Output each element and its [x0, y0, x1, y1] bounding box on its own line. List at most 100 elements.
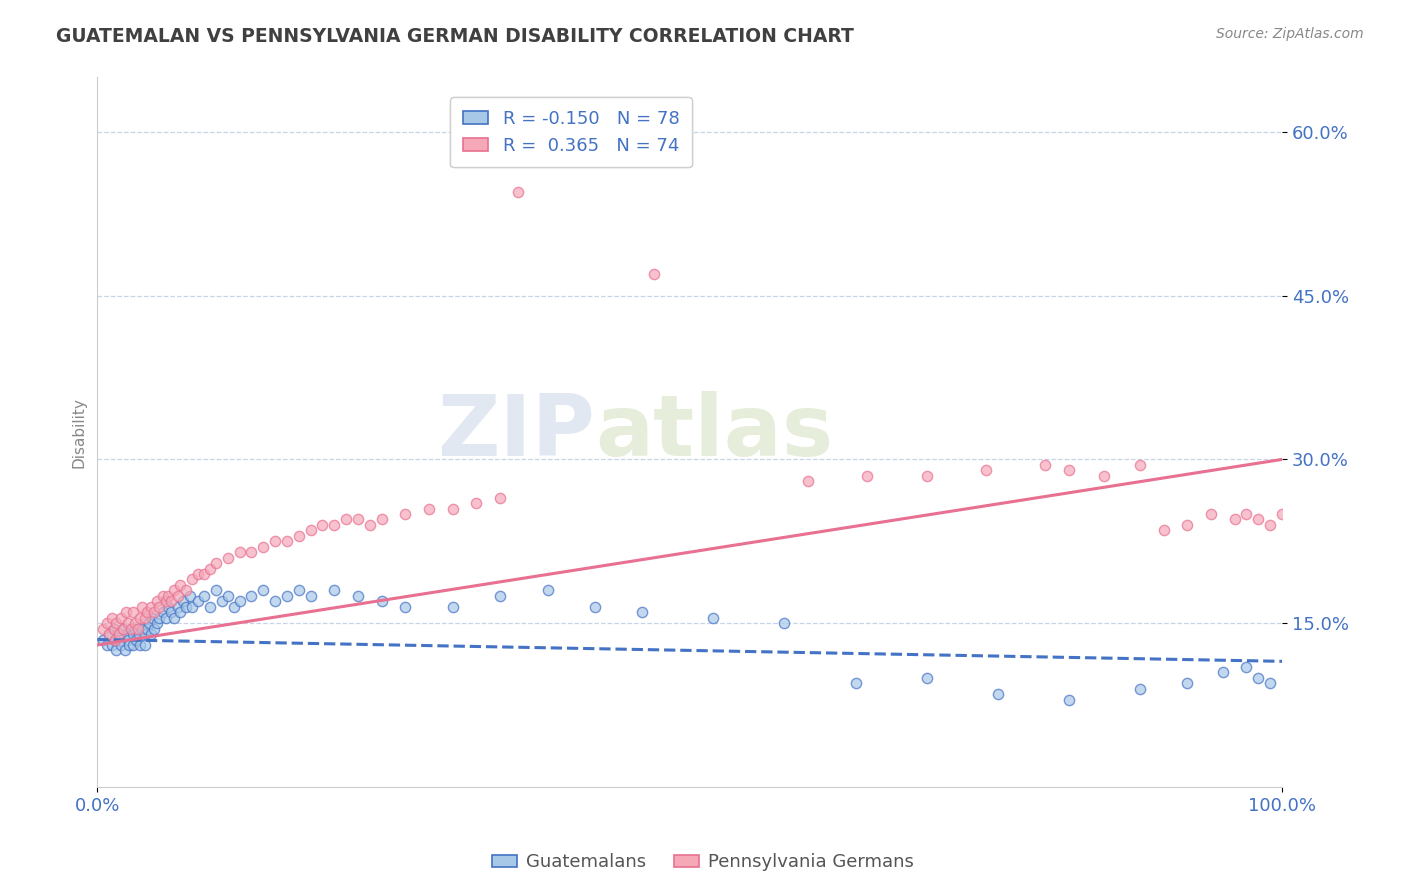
- Point: [104, 632, 127, 647]
- Point: [359, 517, 381, 532]
- Point: [489, 589, 512, 603]
- Point: [1199, 507, 1222, 521]
- Point: [174, 599, 197, 614]
- Point: [441, 501, 464, 516]
- Point: [172, 594, 194, 608]
- Point: [120, 622, 142, 636]
- Point: [181, 573, 204, 587]
- Point: [105, 643, 128, 657]
- Point: [311, 517, 333, 532]
- Point: [110, 638, 132, 652]
- Point: [100, 610, 122, 624]
- Point: [583, 599, 606, 614]
- Point: [125, 632, 148, 647]
- Point: [335, 512, 357, 526]
- Point: [240, 545, 263, 559]
- Point: [127, 622, 149, 636]
- Point: [193, 567, 215, 582]
- Point: [631, 605, 654, 619]
- Point: [441, 599, 464, 614]
- Point: [163, 583, 186, 598]
- Point: [217, 589, 239, 603]
- Point: [276, 534, 298, 549]
- Point: [915, 671, 938, 685]
- Point: [104, 632, 127, 647]
- Point: [228, 545, 250, 559]
- Point: [134, 638, 156, 652]
- Point: [129, 610, 152, 624]
- Point: [915, 468, 938, 483]
- Point: [222, 599, 245, 614]
- Point: [107, 627, 129, 641]
- Point: [323, 583, 346, 598]
- Point: [136, 605, 159, 619]
- Point: [174, 583, 197, 598]
- Point: [143, 622, 166, 636]
- Point: [169, 605, 191, 619]
- Legend: R = -0.150   N = 78, R =  0.365   N = 74: R = -0.150 N = 78, R = 0.365 N = 74: [450, 97, 692, 168]
- Point: [152, 605, 174, 619]
- Point: [1092, 468, 1115, 483]
- Point: [114, 605, 136, 619]
- Point: [287, 529, 309, 543]
- Point: [122, 627, 145, 641]
- Point: [536, 583, 558, 598]
- Point: [370, 512, 392, 526]
- Point: [1223, 512, 1246, 526]
- Point: [105, 616, 128, 631]
- Text: GUATEMALAN VS PENNSYLVANIA GERMAN DISABILITY CORRELATION CHART: GUATEMALAN VS PENNSYLVANIA GERMAN DISABI…: [56, 27, 853, 45]
- Text: ZIP: ZIP: [437, 391, 595, 474]
- Point: [139, 627, 162, 641]
- Point: [1057, 463, 1080, 477]
- Point: [103, 622, 125, 636]
- Point: [347, 589, 370, 603]
- Point: [217, 550, 239, 565]
- Point: [252, 540, 274, 554]
- Point: [152, 589, 174, 603]
- Point: [110, 632, 132, 647]
- Point: [157, 589, 180, 603]
- Point: [643, 267, 665, 281]
- Point: [117, 616, 139, 631]
- Point: [103, 622, 125, 636]
- Point: [169, 578, 191, 592]
- Point: [107, 627, 129, 641]
- Point: [91, 632, 114, 647]
- Point: [96, 638, 118, 652]
- Point: [702, 610, 724, 624]
- Point: [155, 594, 177, 608]
- Point: [1175, 676, 1198, 690]
- Point: [1033, 458, 1056, 472]
- Point: [181, 599, 204, 614]
- Point: [155, 610, 177, 624]
- Point: [844, 676, 866, 690]
- Point: [1247, 512, 1270, 526]
- Point: [117, 632, 139, 647]
- Point: [138, 616, 160, 631]
- Point: [394, 507, 416, 521]
- Point: [1236, 660, 1258, 674]
- Point: [98, 627, 121, 641]
- Point: [198, 561, 221, 575]
- Point: [112, 622, 135, 636]
- Point: [394, 599, 416, 614]
- Text: atlas: atlas: [595, 391, 834, 474]
- Point: [974, 463, 997, 477]
- Point: [115, 627, 138, 641]
- Point: [1057, 692, 1080, 706]
- Point: [124, 616, 146, 631]
- Point: [112, 622, 135, 636]
- Point: [1258, 517, 1281, 532]
- Point: [797, 475, 820, 489]
- Point: [91, 622, 114, 636]
- Point: [773, 616, 796, 631]
- Point: [1175, 517, 1198, 532]
- Point: [1271, 507, 1294, 521]
- Point: [145, 594, 167, 608]
- Point: [122, 605, 145, 619]
- Point: [134, 627, 156, 641]
- Point: [159, 605, 181, 619]
- Point: [167, 599, 190, 614]
- Point: [198, 599, 221, 614]
- Point: [159, 594, 181, 608]
